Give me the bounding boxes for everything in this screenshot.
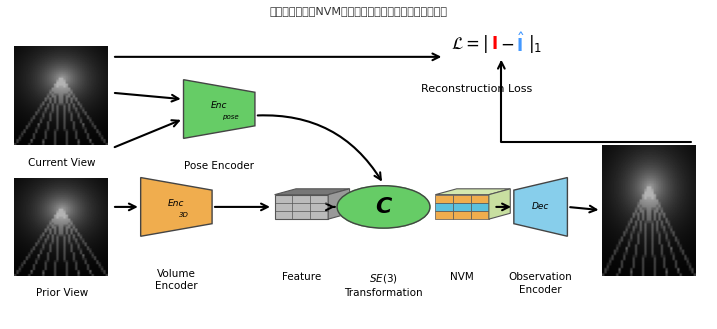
FancyBboxPatch shape [471,203,489,211]
FancyBboxPatch shape [435,211,453,219]
Text: Volume
Encoder: Volume Encoder [155,269,198,291]
Text: 加州大学等提出NVM：用于视觉运动控制的神经体积记忆: 加州大学等提出NVM：用于视觉运动控制的神经体积记忆 [270,6,447,16]
Text: Enc: Enc [168,199,184,208]
Text: pose: pose [222,114,238,120]
Text: Current View: Current View [29,158,96,168]
Text: $\hat{\mathbf{I}}$: $\hat{\mathbf{I}}$ [516,32,524,56]
Polygon shape [184,80,255,139]
Text: $ - $: $ - $ [500,35,514,53]
FancyBboxPatch shape [453,195,471,203]
Text: $SE(3)$
Transformation: $SE(3)$ Transformation [344,272,423,297]
Polygon shape [275,189,350,195]
Text: Observation
Encoder: Observation Encoder [509,272,572,294]
FancyBboxPatch shape [471,195,489,203]
FancyBboxPatch shape [435,195,453,203]
Polygon shape [435,189,511,195]
Text: $\mathbf{I}$: $\mathbf{I}$ [490,35,498,53]
FancyBboxPatch shape [275,195,328,219]
Circle shape [337,186,430,228]
FancyBboxPatch shape [435,203,453,211]
FancyBboxPatch shape [471,211,489,219]
Text: NVM: NVM [450,272,474,282]
Text: Reconstruction Loss: Reconstruction Loss [421,85,532,94]
Text: Enc: Enc [211,101,227,110]
Text: Feature: Feature [282,272,321,282]
Text: $|_1$: $|_1$ [528,33,543,55]
Text: C: C [375,197,391,217]
Text: Pose Encoder: Pose Encoder [184,161,255,171]
Polygon shape [514,178,567,236]
Text: Dec: Dec [532,202,549,212]
Text: 3D: 3D [179,212,189,218]
Text: $\mathcal{L} = |$: $\mathcal{L} = |$ [451,33,489,55]
FancyBboxPatch shape [453,211,471,219]
FancyBboxPatch shape [453,203,471,211]
Polygon shape [141,178,212,236]
Polygon shape [489,189,511,219]
Text: Prior View: Prior View [36,289,88,298]
Polygon shape [328,189,350,219]
